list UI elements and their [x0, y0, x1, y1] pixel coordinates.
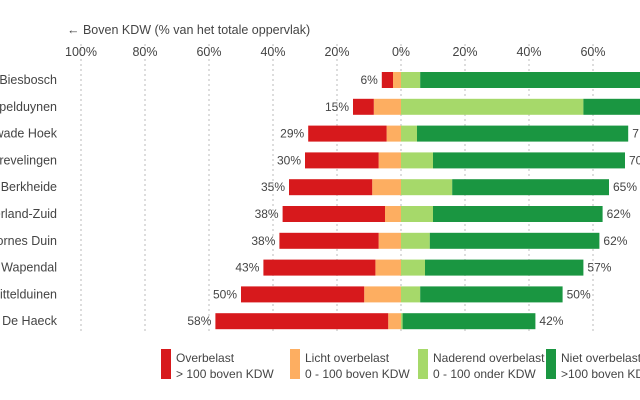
- bar-segment: [401, 125, 417, 142]
- right-value-label: 7: [632, 127, 639, 141]
- bar-segment: [583, 98, 640, 115]
- bar-segment: [420, 286, 563, 303]
- legend-label: Licht overbelast: [305, 351, 390, 365]
- bar-segment: [393, 72, 401, 88]
- bar-segment: [425, 259, 584, 276]
- left-value-label: 35%: [261, 180, 285, 194]
- bar-segment: [375, 259, 401, 276]
- x-tick-label: 40%: [260, 45, 285, 59]
- bar-segment: [386, 125, 401, 142]
- bar-segment: [433, 206, 603, 222]
- category-label: Coepelduynen: [0, 100, 57, 114]
- category-label: k & Wapendal: [0, 261, 57, 275]
- legend-label: Naderend overbelast: [433, 351, 545, 365]
- bar-segment: [308, 125, 387, 142]
- value-labels: 6% 15% 29% 7 30% 70 35% 65% 38% 62% 38% 62% 43% 57% 50…: [187, 73, 640, 328]
- bar-segment: [305, 152, 379, 169]
- bar-segment: [372, 179, 401, 196]
- bar-segment: [452, 179, 609, 196]
- bar-segment: [378, 232, 401, 249]
- x-tick-label: 0%: [392, 45, 410, 59]
- bar-segment: [401, 313, 403, 330]
- left-value-label: 38%: [251, 234, 275, 248]
- category-label: Biesbosch: [0, 73, 57, 87]
- x-tick-label: 60%: [196, 45, 221, 59]
- category-label: emerland-Zuid: [0, 207, 57, 221]
- category-label: Grevelingen: [0, 153, 57, 167]
- right-value-label: 50%: [567, 287, 591, 301]
- category-label: Voornes Duin: [0, 234, 57, 248]
- category-labels: Biesbosch Coepelduynen & Kwade Hoek Greveli…: [0, 73, 58, 328]
- bar-segment: [381, 72, 393, 88]
- category-label: el & Berkheide: [0, 180, 57, 194]
- bar-segment: [241, 286, 365, 303]
- bar-segment: [420, 72, 640, 88]
- bar-segment: [401, 286, 421, 303]
- legend-swatch: [161, 349, 171, 379]
- x-tick-label: 20%: [324, 45, 349, 59]
- right-value-label: 70: [629, 153, 640, 167]
- bar-segment: [417, 125, 629, 142]
- bar-segment: [401, 206, 433, 222]
- bar-segment: [401, 72, 421, 88]
- bar-segment: [282, 206, 385, 222]
- legend-label: Niet overbelast: [561, 351, 640, 365]
- category-label: Kapittelduinen: [0, 287, 57, 301]
- x-tick-label: 60%: [580, 45, 605, 59]
- x-tick-label: 80%: [132, 45, 157, 59]
- bar-segment: [401, 179, 453, 196]
- x-tick-label: 40%: [516, 45, 541, 59]
- left-value-label: 15%: [325, 100, 349, 114]
- legend: Overbelast > 100 boven KDW Licht overbelas…: [161, 349, 640, 381]
- bar-segment: [402, 313, 536, 330]
- right-value-label: 65%: [613, 180, 637, 194]
- legend-sublabel: 0 - 100 onder KDW: [433, 367, 536, 381]
- x-axis-ticks: 100% 80% 60% 40% 20% 0% 20% 40% 60%: [65, 45, 606, 59]
- category-label: n & De Haeck: [0, 314, 58, 328]
- bar-segment: [401, 152, 433, 169]
- bar-segment: [353, 98, 374, 115]
- legend-sublabel: > 100 boven KDW: [176, 367, 274, 381]
- bar-segment: [373, 98, 401, 115]
- bar-segment: [433, 152, 625, 169]
- left-value-label: 58%: [187, 314, 211, 328]
- bars: [215, 72, 640, 330]
- bar-segment: [263, 259, 376, 276]
- right-value-label: 62%: [607, 207, 631, 221]
- chart-title: ← Boven KDW (% van het totale oppervlak): [67, 23, 310, 37]
- bar-segment: [378, 152, 401, 169]
- bar-segment: [388, 313, 401, 330]
- legend-swatch: [290, 349, 300, 379]
- category-label: & Kwade Hoek: [0, 127, 58, 141]
- bar-segment: [215, 313, 389, 330]
- bar-segment: [279, 232, 379, 249]
- bar-segment: [401, 259, 425, 276]
- x-tick-label: 100%: [65, 45, 97, 59]
- left-value-label: 43%: [235, 261, 259, 275]
- bar-segment: [401, 98, 584, 115]
- bar-segment: [401, 232, 430, 249]
- left-value-label: 29%: [280, 127, 304, 141]
- bar-segment: [289, 179, 373, 196]
- left-value-label: 30%: [277, 153, 301, 167]
- bar-segment: [385, 206, 401, 222]
- left-value-label: 50%: [213, 287, 237, 301]
- left-value-label: 38%: [255, 207, 279, 221]
- legend-sublabel: 0 - 100 boven KDW: [305, 367, 410, 381]
- legend-label: Overbelast: [176, 351, 235, 365]
- right-value-label: 57%: [587, 261, 611, 275]
- legend-sublabel: >100 boven KDW: [561, 367, 640, 381]
- right-value-label: 42%: [539, 314, 563, 328]
- legend-swatch: [418, 349, 428, 379]
- bar-segment: [429, 232, 600, 249]
- bar-segment: [364, 286, 401, 303]
- left-value-label: 6%: [360, 73, 378, 87]
- x-tick-label: 20%: [452, 45, 477, 59]
- right-value-label: 62%: [603, 234, 627, 248]
- legend-swatch: [546, 349, 556, 379]
